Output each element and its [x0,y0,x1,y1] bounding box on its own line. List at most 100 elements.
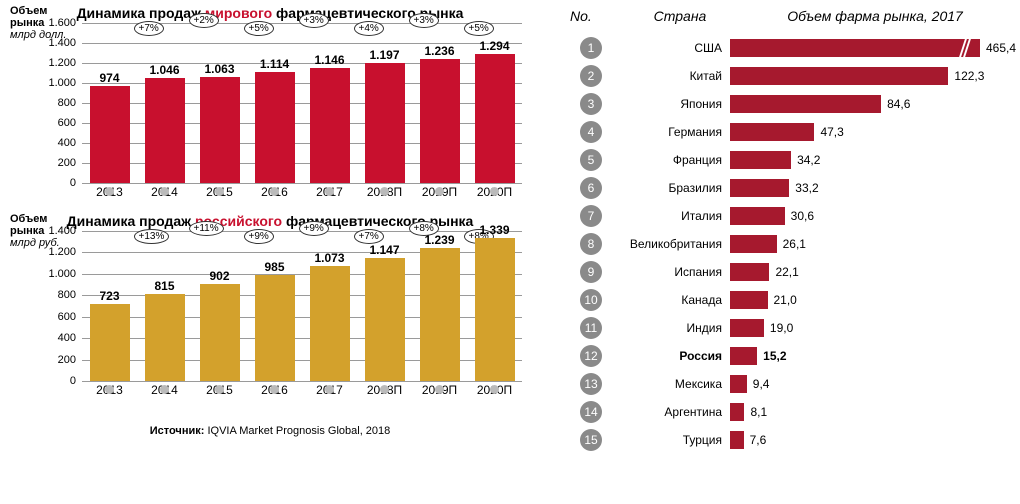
hbar [730,123,814,141]
rank-badge: 6 [580,177,602,199]
bar [255,275,295,381]
source-note: Источник: IQVIA Market Prognosis Global,… [10,425,530,437]
hbar [730,347,757,365]
hbar [730,207,785,225]
country-name: Германия [620,125,730,139]
bar-value: 1.294 [479,39,509,53]
bar-value: 902 [209,269,229,283]
hbar [730,67,948,85]
ranking-row: 1США465,4 [570,34,1010,62]
y-tick: 0 [42,177,76,189]
country-name: Турция [620,433,730,447]
series-marker [215,187,224,196]
country-name: Испания [620,265,730,279]
rank-badge: 13 [580,373,602,395]
country-name: Россия [620,349,730,363]
hbar-cell: 30,6 [730,207,1010,225]
y-tick: 400 [42,137,76,149]
ranking-header: No. Страна Объем фарма рынка, 2017 [570,8,1010,24]
y-tick: 600 [42,117,76,129]
country-name: Бразилия [620,181,730,195]
hbar-value: 7,6 [744,431,767,449]
rank-badge: 11 [580,317,602,339]
hbar-cell: 8,1 [730,403,1010,421]
hbar-value: 30,6 [785,207,814,225]
ranking-row: 10Канада21,0 [570,286,1010,314]
country-name: Япония [620,97,730,111]
hbar-cell: 22,1 [730,263,1010,281]
bar-column: 9022015 [195,269,245,381]
hbar-value: 8,1 [744,403,767,421]
series-marker [105,187,114,196]
hbar-cell: 465,4 [730,39,1010,57]
bar [475,238,515,381]
hbar [730,235,777,253]
hbar-value: 33,2 [789,179,818,197]
gridline [82,183,522,184]
ranking-row: 8Великобритания26,1 [570,230,1010,258]
russia-chart: Динамика продаж российского фармацевтиче… [10,213,530,403]
rank-badge: 15 [580,429,602,451]
bar [145,78,185,183]
bar-column: 1.3392020П [470,223,520,381]
bar [475,54,515,183]
rank-badge: 12 [580,345,602,367]
bar-value: 1.063 [204,62,234,76]
plot-area: 02004006008001.0001.2001.4001.600+7%+2%+… [82,23,522,183]
rank-badge: 7 [580,205,602,227]
axis-break-icon [962,37,968,59]
hbar-value: 21,0 [768,291,797,309]
hbar-cell: 21,0 [730,291,1010,309]
rank-badge: 10 [580,289,602,311]
hbar [730,179,789,197]
bar-value: 1.147 [369,243,399,257]
series-marker [105,385,114,394]
hbar [730,319,764,337]
hbar-cell: 19,0 [730,319,1010,337]
rank-badge: 2 [580,65,602,87]
country-name: США [620,41,730,55]
ranking-row: 2 Китай 122,3 [570,62,1010,90]
bar-column: 8152014 [140,279,190,381]
bars: 97420131.04620141.06320151.11420161.1462… [82,23,522,183]
hbar [730,151,791,169]
series-marker [160,385,169,394]
series-marker [490,385,499,394]
hbar-value: 122,3 [948,67,984,85]
source-label: Источник: [150,425,205,437]
ranking-row: 4Германия47,3 [570,118,1010,146]
bar [90,86,130,183]
country-name: Китай [620,69,730,83]
bar-column: 1.0632015 [195,62,245,183]
bar-column: 1.2362019П [415,44,465,183]
hbar [730,291,768,309]
y-tick: 0 [42,375,76,387]
bars: 72320138152014902201598520161.07320171.1… [82,231,522,381]
y-tick: 1.200 [42,57,76,69]
series-marker [270,187,279,196]
rank-badge: 8 [580,233,602,255]
country-ranking: No. Страна Объем фарма рынка, 2017 1США4… [570,8,1010,454]
hbar [730,375,747,393]
hbar-value: 15,2 [757,347,786,365]
ranking-row: 11Индия19,0 [570,314,1010,342]
bar-column: 1.1972018П [360,48,410,183]
hbar-value: 22,1 [769,263,798,281]
bar-value: 723 [99,289,119,303]
ranking-row: 7Италия30,6 [570,202,1010,230]
hbar-cell: 33,2 [730,179,1010,197]
ranking-row: 15 Турция 7,6 [570,426,1010,454]
rank-badge: 14 [580,401,602,423]
y-tick: 1.000 [42,268,76,280]
world-chart: Динамика продаж мирового фармацевтическо… [10,5,530,205]
hbar-value: 84,6 [881,95,910,113]
bar-column: 1.2942020П [470,39,520,183]
series-marker [380,187,389,196]
y-tick: 200 [42,354,76,366]
series-marker [160,187,169,196]
rank-badge: 4 [580,121,602,143]
rank-badge: 5 [580,149,602,171]
hbar-cell: 122,3 [730,67,1010,85]
series-marker [325,385,334,394]
y-tick: 1.200 [42,246,76,258]
